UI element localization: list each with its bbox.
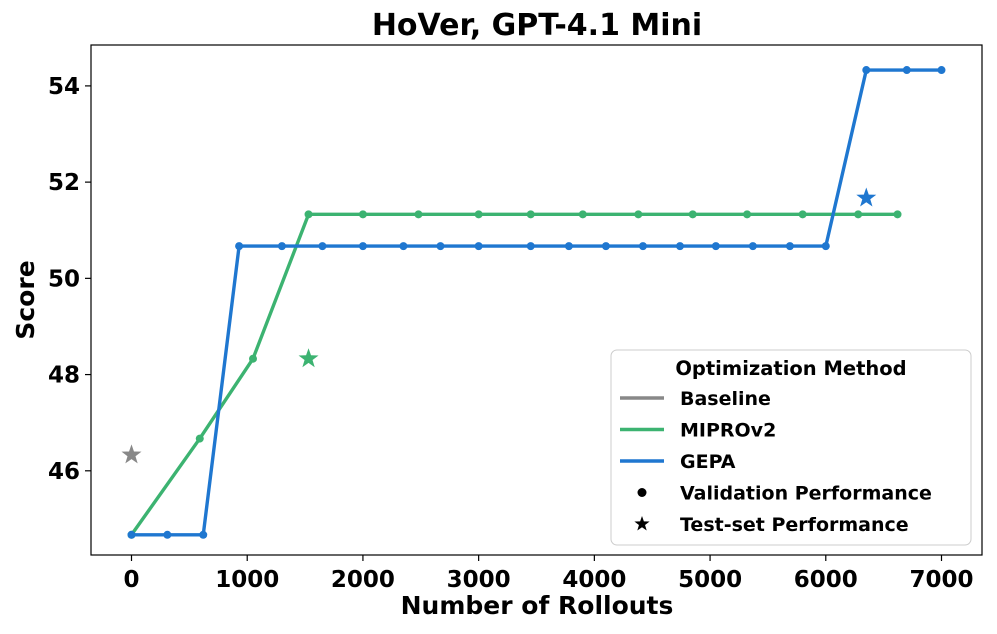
gepa-series-line	[131, 68, 942, 537]
miprov2-validation-point	[195, 434, 204, 443]
x-tick-label: 5000	[678, 567, 742, 593]
gepa-validation-point	[526, 242, 535, 251]
miprov2-validation-point	[743, 210, 752, 219]
legend-baseline-label: Baseline	[680, 388, 771, 410]
x-tick-label: 3000	[447, 567, 511, 593]
miprov2-validation-point	[578, 210, 587, 219]
x-tick-label: 4000	[562, 567, 626, 593]
legend-test-set-performance-swatch	[634, 516, 650, 531]
baseline-test-star	[121, 444, 142, 464]
gepa-validation-point	[127, 530, 136, 539]
x-axis-ticks: 0 1000 2000 3000 4000 5000 6000 7000	[123, 555, 974, 593]
gepa-validation-point	[675, 242, 684, 251]
gepa-validation-point	[862, 66, 871, 75]
gepa-validation-point	[821, 242, 830, 251]
y-axis-label: Score	[11, 260, 40, 339]
gepa-validation-point	[199, 530, 208, 539]
gepa-validation-point	[785, 242, 794, 251]
gepa-validation-point	[474, 242, 483, 251]
miprov2-validation-point	[304, 210, 313, 219]
chart-title: HoVer, GPT-4.1 Mini	[372, 8, 702, 43]
miprov2-validation-point	[854, 210, 863, 219]
x-tick-label: 0	[123, 567, 139, 593]
y-axis-ticks: 46 48 50 52 54	[48, 74, 91, 485]
miprov2-validation-point	[414, 210, 423, 219]
gepa-validation-point	[937, 66, 946, 75]
legend-validation-performance-label: Validation Performance	[680, 483, 932, 505]
miprov2-validation-point	[798, 210, 807, 219]
miprov2-validation-point	[893, 210, 902, 219]
gepa-validation-point	[277, 242, 286, 251]
gepa-validation-point	[902, 66, 911, 75]
gepa-test-star	[856, 187, 877, 207]
miprov2-validation-point	[634, 210, 643, 219]
legend-validation-performance-swatch	[637, 488, 647, 497]
legend-test-set-performance-label: Test-set Performance	[680, 514, 909, 536]
miprov2-validation-point	[688, 210, 697, 219]
x-tick-label: 7000	[909, 567, 973, 593]
gepa-validation-point	[163, 530, 172, 539]
legend-box	[610, 349, 972, 546]
legend-miprov2-label: MIPROv2	[680, 420, 776, 442]
y-tick-label: 46	[48, 459, 80, 485]
legend-entries: Baseline MIPROv2 GEPA Validation Performanc…	[620, 388, 932, 536]
gepa-validation-point	[358, 242, 367, 251]
legend-gepa-label: GEPA	[680, 451, 736, 473]
miprov2-validation-point	[358, 210, 367, 219]
series-layer	[127, 66, 946, 539]
miprov2-test-star	[298, 348, 319, 368]
y-tick-label: 48	[48, 363, 80, 389]
y-tick-label: 54	[48, 74, 80, 100]
gepa-validation-point	[601, 242, 610, 251]
gepa-validation-point	[436, 242, 445, 251]
y-tick-label: 52	[48, 170, 80, 196]
plot-area-frame	[90, 44, 983, 556]
gepa-validation-point	[564, 242, 573, 251]
x-tick-label: 1000	[215, 567, 279, 593]
gepa-validation-point	[235, 242, 244, 251]
miprov2-validation-point	[249, 354, 257, 363]
y-tick-label: 50	[48, 266, 80, 292]
legend: Optimization Method Baseline MIPROv2 GEPA V…	[610, 349, 972, 546]
gepa-validation-point	[748, 242, 757, 251]
gepa-validation-point	[711, 242, 720, 251]
x-tick-label: 6000	[794, 567, 858, 593]
gepa-validation-point	[318, 242, 327, 251]
miprov2-validation-point	[526, 210, 535, 219]
miprov2-validation-point	[474, 210, 483, 219]
test-points-layer	[121, 187, 877, 464]
legend-title: Optimization Method	[675, 357, 906, 380]
x-tick-label: 2000	[331, 567, 395, 593]
gepa-validation-point	[638, 242, 647, 251]
x-axis-label: Number of Rollouts	[401, 591, 674, 620]
gepa-validation-point	[399, 242, 408, 251]
